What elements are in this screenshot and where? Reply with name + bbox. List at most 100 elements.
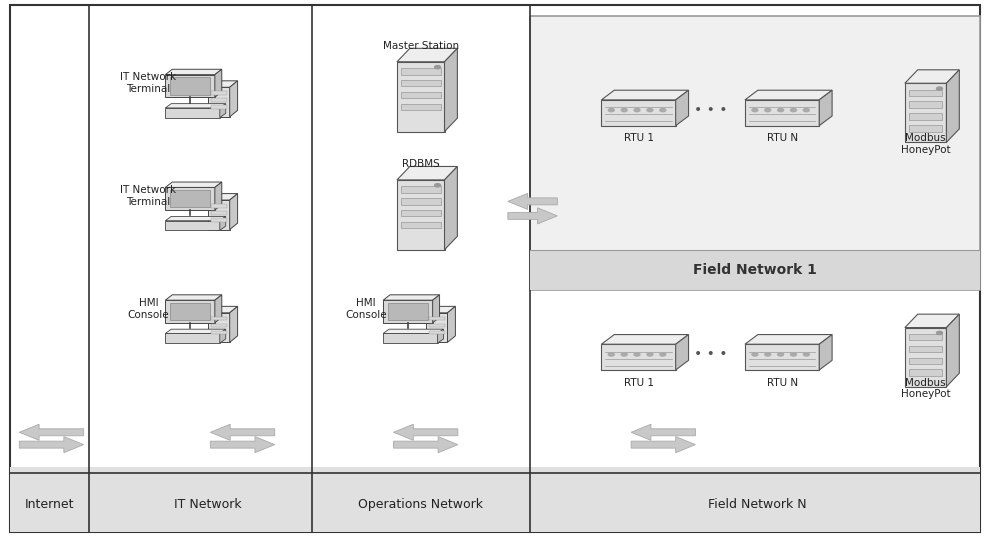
Text: Modbus
HoneyPot: Modbus HoneyPot [901,378,950,399]
FancyBboxPatch shape [165,75,215,97]
Polygon shape [215,295,222,323]
Circle shape [804,353,810,356]
FancyBboxPatch shape [170,190,210,207]
FancyBboxPatch shape [211,323,227,327]
Text: Operations Network: Operations Network [358,498,483,511]
Text: RTU 1: RTU 1 [624,133,653,143]
Polygon shape [905,70,959,83]
FancyBboxPatch shape [401,210,441,216]
Polygon shape [447,306,455,343]
Text: • • •: • • • [694,347,728,361]
Polygon shape [220,329,226,343]
Polygon shape [508,193,557,209]
Circle shape [608,353,614,356]
FancyBboxPatch shape [401,68,441,75]
FancyBboxPatch shape [401,92,441,98]
Circle shape [791,353,797,356]
Polygon shape [397,48,457,62]
Text: IT Network
Terminal: IT Network Terminal [121,185,176,207]
FancyBboxPatch shape [165,333,220,343]
Polygon shape [602,90,689,100]
Polygon shape [820,335,832,370]
FancyBboxPatch shape [909,90,942,96]
FancyBboxPatch shape [397,62,445,132]
FancyBboxPatch shape [909,101,942,108]
Polygon shape [215,182,222,210]
Circle shape [778,108,784,112]
Polygon shape [426,306,455,313]
Circle shape [435,184,441,187]
FancyBboxPatch shape [211,105,227,109]
Polygon shape [445,166,457,250]
Polygon shape [383,329,444,333]
FancyBboxPatch shape [165,108,220,118]
Polygon shape [397,166,457,180]
Polygon shape [383,295,440,300]
FancyBboxPatch shape [165,300,215,323]
FancyBboxPatch shape [905,83,946,142]
Polygon shape [165,216,226,221]
FancyBboxPatch shape [530,250,980,290]
Polygon shape [632,424,695,440]
Polygon shape [433,295,440,323]
Polygon shape [632,437,695,453]
FancyBboxPatch shape [208,313,230,343]
Polygon shape [220,104,226,118]
Polygon shape [230,306,238,343]
Circle shape [937,87,942,90]
Text: RDBMS: RDBMS [402,159,440,169]
Polygon shape [208,306,238,313]
FancyBboxPatch shape [170,77,210,95]
FancyBboxPatch shape [905,328,946,387]
FancyBboxPatch shape [208,200,230,230]
FancyBboxPatch shape [211,218,227,222]
FancyBboxPatch shape [909,346,942,352]
FancyBboxPatch shape [170,303,210,320]
Circle shape [937,331,942,335]
FancyBboxPatch shape [211,330,227,334]
Polygon shape [445,48,457,132]
Text: RTU N: RTU N [766,133,798,143]
Polygon shape [210,424,274,440]
FancyBboxPatch shape [211,316,227,320]
FancyBboxPatch shape [401,80,441,86]
FancyBboxPatch shape [165,187,215,210]
Polygon shape [165,295,222,300]
FancyBboxPatch shape [429,316,445,320]
Polygon shape [208,194,238,200]
Circle shape [765,108,771,112]
Polygon shape [508,208,557,224]
FancyBboxPatch shape [401,104,441,110]
FancyBboxPatch shape [211,91,227,95]
FancyBboxPatch shape [530,16,980,290]
Text: Master Station: Master Station [383,41,458,51]
Polygon shape [602,335,689,344]
Text: HMI
Console: HMI Console [346,298,387,320]
Polygon shape [438,329,444,343]
Circle shape [647,108,653,112]
FancyBboxPatch shape [745,344,820,370]
FancyBboxPatch shape [10,5,980,532]
FancyBboxPatch shape [909,125,942,132]
Polygon shape [946,70,959,142]
Circle shape [647,353,653,356]
Polygon shape [210,437,274,453]
Polygon shape [393,424,457,440]
Circle shape [435,66,441,69]
FancyBboxPatch shape [388,303,428,320]
Polygon shape [165,104,226,108]
FancyBboxPatch shape [208,87,230,117]
Circle shape [752,108,758,112]
FancyBboxPatch shape [401,186,441,193]
FancyBboxPatch shape [383,300,433,323]
Polygon shape [230,81,238,117]
Polygon shape [820,90,832,126]
Circle shape [752,353,758,356]
Text: Modbus
HoneyPot: Modbus HoneyPot [901,133,950,155]
FancyBboxPatch shape [429,330,445,334]
Polygon shape [165,182,222,187]
Text: IT Network: IT Network [174,498,242,511]
Polygon shape [230,194,238,230]
Circle shape [622,108,628,112]
FancyBboxPatch shape [211,98,227,102]
